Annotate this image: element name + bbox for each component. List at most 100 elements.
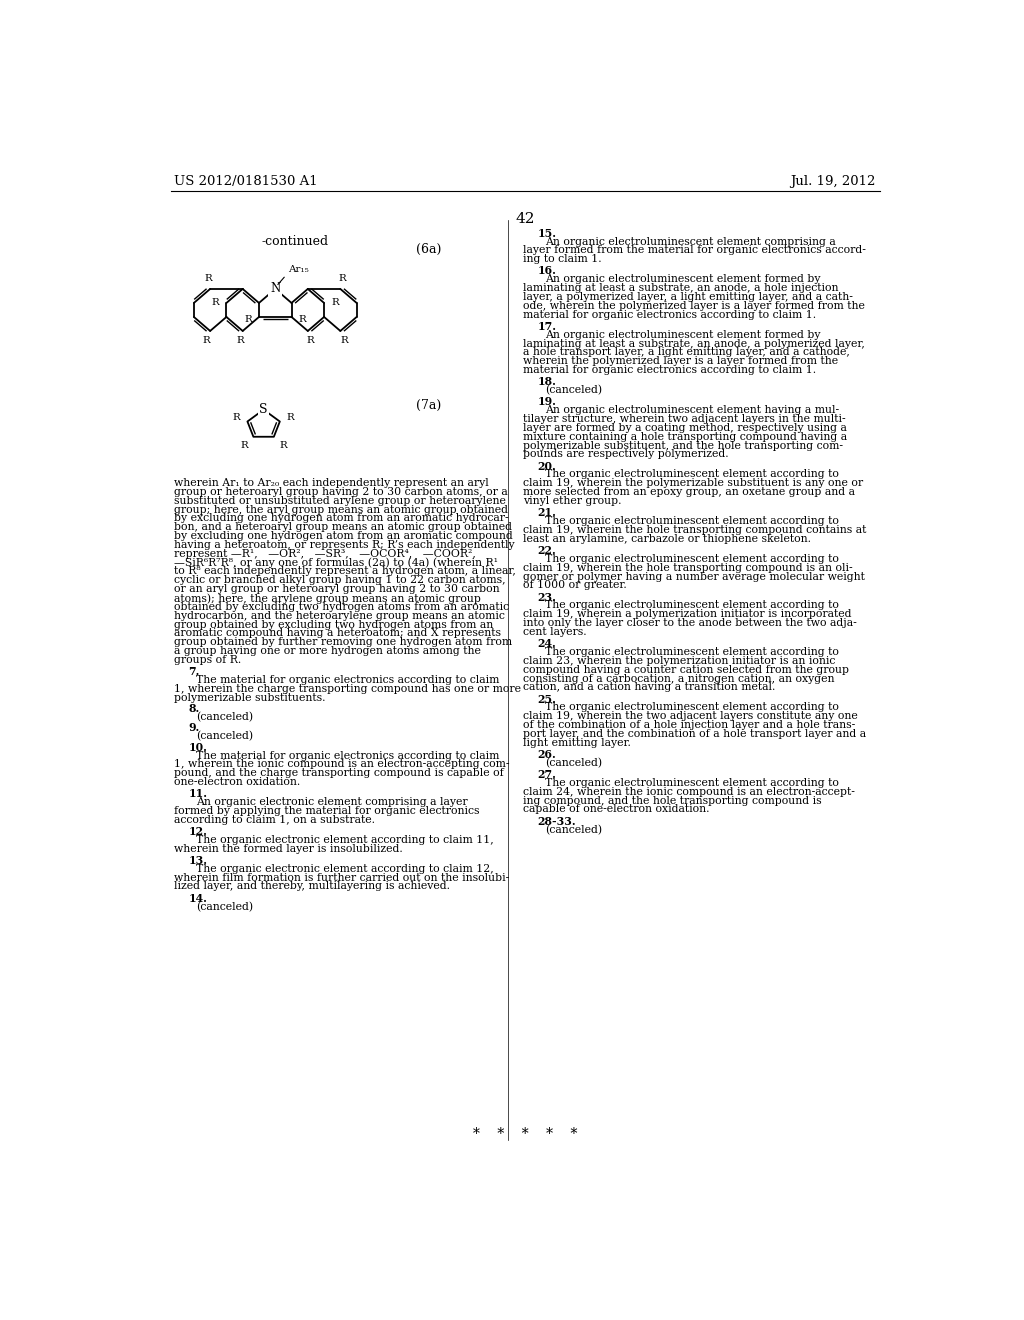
Text: 16.: 16. [538,265,556,276]
Text: wherein film formation is further carried out on the insolubi-: wherein film formation is further carrie… [174,873,510,883]
Text: The organic electroluminescent element according to: The organic electroluminescent element a… [545,554,839,564]
Text: gomer or polymer having a number average molecular weight: gomer or polymer having a number average… [523,572,865,582]
Text: or an aryl group or heteroaryl group having 2 to 30 carbon: or an aryl group or heteroaryl group hav… [174,585,500,594]
Text: according to claim 1, on a substrate.: according to claim 1, on a substrate. [174,814,376,825]
Text: layer, a polymerized layer, a light emitting layer, and a cath-: layer, a polymerized layer, a light emit… [523,292,853,302]
Text: The organic electroluminescent element according to: The organic electroluminescent element a… [545,470,839,479]
Text: one-electron oxidation.: one-electron oxidation. [174,777,301,787]
Text: claim 19, wherein the hole transporting compound contains at: claim 19, wherein the hole transporting … [523,525,866,535]
Text: An organic electroluminescent element formed by: An organic electroluminescent element fo… [545,330,820,339]
Text: (canceled): (canceled) [545,385,602,396]
Text: wherein the polymerized layer is a layer formed from the: wherein the polymerized layer is a layer… [523,356,839,366]
Text: 10.: 10. [188,742,207,752]
Text: N: N [270,282,281,296]
Text: cent layers.: cent layers. [523,627,587,638]
Text: (canceled): (canceled) [545,758,602,768]
Text: *    *    *    *    *: * * * * * [473,1127,577,1140]
Text: groups of R.: groups of R. [174,655,242,665]
Text: 8.: 8. [188,704,200,714]
Text: claim 19, wherein the hole transporting compound is an oli-: claim 19, wherein the hole transporting … [523,562,853,573]
Text: (canceled): (canceled) [545,825,602,834]
Text: claim 23, wherein the polymerization initiator is an ionic: claim 23, wherein the polymerization ini… [523,656,836,665]
Text: 42: 42 [515,213,535,226]
Text: aromatic compound having a heteroatom; and X represents: aromatic compound having a heteroatom; a… [174,628,502,639]
Text: 28-33.: 28-33. [538,816,575,826]
Text: 15.: 15. [538,227,556,239]
Text: 13.: 13. [188,855,208,866]
Text: The organic electroluminescent element according to: The organic electroluminescent element a… [545,647,839,657]
Text: wherein Ar₁ to Ar₂₀ each independently represent an aryl: wherein Ar₁ to Ar₂₀ each independently r… [174,478,489,488]
Text: 11.: 11. [188,788,208,799]
Text: R: R [203,337,210,346]
Text: The organic electroluminescent element according to: The organic electroluminescent element a… [545,516,839,527]
Text: 21.: 21. [538,507,556,519]
Text: The organic electronic element according to claim 12,: The organic electronic element according… [197,863,494,874]
Text: 18.: 18. [538,376,556,387]
Text: compound having a counter cation selected from the group: compound having a counter cation selecte… [523,665,849,675]
Text: group obtained by excluding two hydrogen atoms from an: group obtained by excluding two hydrogen… [174,619,494,630]
Text: group; here, the aryl group means an atomic group obtained: group; here, the aryl group means an ato… [174,504,509,515]
Text: R: R [287,413,295,422]
Text: Jul. 19, 2012: Jul. 19, 2012 [791,174,876,187]
Text: —SiR⁶R⁷R⁸, or any one of formulas (2a) to (4a) (wherein R¹: —SiR⁶R⁷R⁸, or any one of formulas (2a) t… [174,557,499,568]
Text: more selected from an epoxy group, an oxetane group and a: more selected from an epoxy group, an ox… [523,487,855,498]
Text: ing to claim 1.: ing to claim 1. [523,255,602,264]
Text: cation, and a cation having a transition metal.: cation, and a cation having a transition… [523,682,775,693]
Text: 26.: 26. [538,748,556,760]
Text: by excluding one hydrogen atom from an aromatic compound: by excluding one hydrogen atom from an a… [174,531,513,541]
Text: wherein the formed layer is insolubilized.: wherein the formed layer is insolubilize… [174,843,403,854]
Text: hydrocarbon, and the heteroarylene group means an atomic: hydrocarbon, and the heteroarylene group… [174,611,506,620]
Text: tilayer structure, wherein two adjacent layers in the multi-: tilayer structure, wherein two adjacent … [523,414,846,424]
Text: material for organic electronics according to claim 1.: material for organic electronics accordi… [523,366,816,375]
Text: a group having one or more hydrogen atoms among the: a group having one or more hydrogen atom… [174,647,481,656]
Text: group obtained by further removing one hydrogen atom from: group obtained by further removing one h… [174,638,513,647]
Text: mixture containing a hole transporting compound having a: mixture containing a hole transporting c… [523,432,848,442]
Text: layer are formed by a coating method, respectively using a: layer are formed by a coating method, re… [523,422,847,433]
Text: claim 24, wherein the ionic compound is an electron-accept-: claim 24, wherein the ionic compound is … [523,787,855,797]
Text: (canceled): (canceled) [197,711,253,722]
Text: layer formed from the material for organic electronics accord-: layer formed from the material for organ… [523,246,866,255]
Text: 1, wherein the charge transporting compound has one or more: 1, wherein the charge transporting compo… [174,684,521,694]
Text: laminating at least a substrate, an anode, a polymerized layer,: laminating at least a substrate, an anod… [523,339,865,348]
Text: by excluding one hydrogen atom from an aromatic hydrocar-: by excluding one hydrogen atom from an a… [174,513,509,523]
Text: (6a): (6a) [417,243,441,256]
Text: capable of one-electron oxidation.: capable of one-electron oxidation. [523,804,710,814]
Text: 20.: 20. [538,461,556,471]
Text: 12.: 12. [188,826,207,837]
Text: substituted or unsubstituted arylene group or heteroarylene: substituted or unsubstituted arylene gro… [174,496,507,506]
Text: port layer, and the combination of a hole transport layer and a: port layer, and the combination of a hol… [523,729,866,739]
Text: The material for organic electronics according to claim: The material for organic electronics acc… [197,751,500,760]
Text: 19.: 19. [538,396,556,408]
Text: 27.: 27. [538,770,556,780]
Text: obtained by excluding two hydrogen atoms from an aromatic: obtained by excluding two hydrogen atoms… [174,602,510,612]
Text: polymerizable substituents.: polymerizable substituents. [174,693,326,702]
Text: 14.: 14. [188,892,207,904]
Text: vinyl ether group.: vinyl ether group. [523,496,622,506]
Text: 1, wherein the ionic compound is an electron-accepting com-: 1, wherein the ionic compound is an elec… [174,759,510,770]
Text: least an arylamine, carbazole or thiophene skeleton.: least an arylamine, carbazole or thiophe… [523,533,811,544]
Text: R: R [338,275,346,284]
Text: An organic electroluminescent element having a mul-: An organic electroluminescent element ha… [545,405,839,416]
Text: 25.: 25. [538,693,556,705]
Text: consisting of a carbocation, a nitrogen cation, an oxygen: consisting of a carbocation, a nitrogen … [523,673,835,684]
Text: formed by applying the material for organic electronics: formed by applying the material for orga… [174,807,480,816]
Text: light emitting layer.: light emitting layer. [523,738,631,748]
Text: 24.: 24. [538,638,556,649]
Text: 22.: 22. [538,545,556,556]
Text: The organic electroluminescent element according to: The organic electroluminescent element a… [545,702,839,713]
Text: 23.: 23. [538,591,556,602]
Text: Ar₁₅: Ar₁₅ [288,264,308,273]
Text: pounds are respectively polymerized.: pounds are respectively polymerized. [523,449,729,459]
Text: group or heteroaryl group having 2 to 30 carbon atoms, or a: group or heteroaryl group having 2 to 30… [174,487,508,496]
Text: (canceled): (canceled) [197,731,253,742]
Text: S: S [259,403,268,416]
Text: atoms); here, the arylene group means an atomic group: atoms); here, the arylene group means an… [174,593,481,603]
Text: material for organic electronics according to claim 1.: material for organic electronics accordi… [523,310,816,319]
Text: The organic electroluminescent element according to: The organic electroluminescent element a… [545,601,839,610]
Text: polymerizable substituent, and the hole transporting com-: polymerizable substituent, and the hole … [523,441,843,450]
Text: lized layer, and thereby, multilayering is achieved.: lized layer, and thereby, multilayering … [174,882,451,891]
Text: 17.: 17. [538,321,556,331]
Text: claim 19, wherein the two adjacent layers constitute any one: claim 19, wherein the two adjacent layer… [523,711,858,721]
Text: The organic electronic element according to claim 11,: The organic electronic element according… [197,834,494,845]
Text: The material for organic electronics according to claim: The material for organic electronics acc… [197,675,500,685]
